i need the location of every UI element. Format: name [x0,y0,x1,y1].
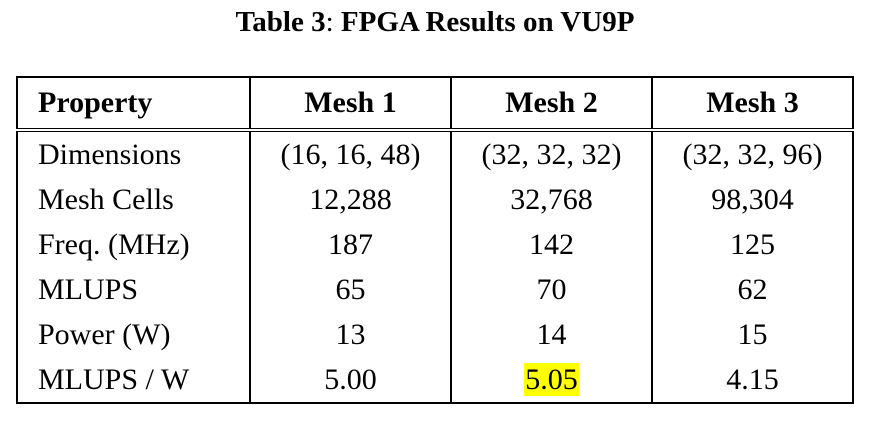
highlighted-table-cell: 5.05 [449,357,653,403]
table-cell: 187 [248,222,452,267]
results-table: Property Mesh 1 Mesh 2 Mesh 3 Dimensions… [16,76,855,404]
table-cell: 142 [449,222,653,267]
table-cell: 70 [449,267,653,312]
table-cell: (32, 32, 96) [650,129,855,177]
row-label-dimensions: Dimensions [16,129,251,177]
table-cell: 32,768 [449,177,653,222]
table-caption: Table 3: FPGA Results on VU9P [0,4,870,40]
table-row: Power (W) 13 14 15 [16,312,855,357]
table-row: MLUPS / W 5.00 5.05 4.15 [16,357,855,403]
header-mesh-1: Mesh 1 [248,77,452,132]
table-cell: 62 [650,267,855,312]
row-label-freq: Freq. (MHz) [16,222,251,267]
caption-label: Table 3 [235,6,326,38]
table-cell: 12,288 [248,177,452,222]
table-row: Freq. (MHz) 187 142 125 [16,222,855,267]
table-cell: 14 [449,312,653,357]
header-property: Property [16,77,251,132]
table-cell: (16, 16, 48) [248,129,452,177]
row-label-mlups: MLUPS [16,267,251,312]
highlight-marker: 5.05 [524,363,579,396]
table-cell: 15 [650,312,855,357]
table-cell: 5.00 [248,357,452,403]
table-cell: (32, 32, 32) [449,129,653,177]
table-cell: 4.15 [650,357,855,403]
table-cell: 125 [650,222,855,267]
caption-title: FPGA Results on VU9P [340,6,635,38]
table-row: Dimensions (16, 16, 48) (32, 32, 32) (32… [16,129,855,177]
table-row: Mesh Cells 12,288 32,768 98,304 [16,177,855,222]
table-cell: 13 [248,312,452,357]
header-row: Property Mesh 1 Mesh 2 Mesh 3 [16,77,855,132]
row-label-mlups-per-watt: MLUPS / W [16,357,251,403]
table-cell: 65 [248,267,452,312]
row-label-power: Power (W) [16,312,251,357]
table-row: MLUPS 65 70 62 [16,267,855,312]
caption-separator: : [325,6,341,38]
header-mesh-3: Mesh 3 [650,77,855,132]
table-cell: 98,304 [650,177,855,222]
row-label-mesh-cells: Mesh Cells [16,177,251,222]
header-mesh-2: Mesh 2 [449,77,653,132]
